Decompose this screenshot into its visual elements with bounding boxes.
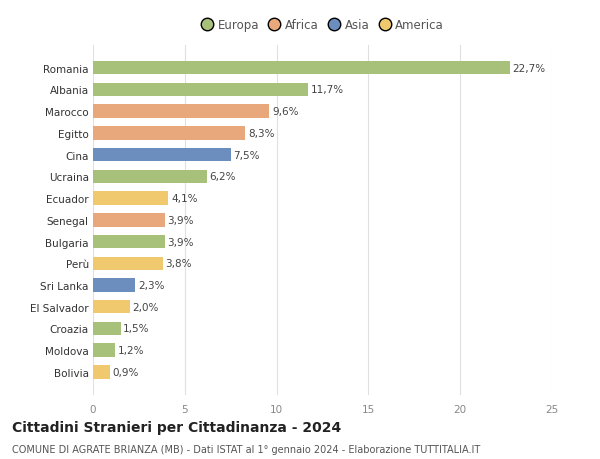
Bar: [93, 84, 308, 97]
Text: 8,3%: 8,3%: [248, 129, 275, 139]
Bar: [93, 235, 164, 249]
Text: 1,5%: 1,5%: [123, 324, 150, 334]
Bar: [93, 149, 230, 162]
Text: 0,9%: 0,9%: [112, 367, 139, 377]
Text: 11,7%: 11,7%: [311, 85, 344, 95]
Bar: [93, 192, 168, 205]
Text: 2,3%: 2,3%: [138, 280, 164, 291]
Text: 7,5%: 7,5%: [233, 150, 260, 160]
Text: 6,2%: 6,2%: [209, 172, 236, 182]
Bar: [93, 322, 121, 336]
Text: 2,0%: 2,0%: [133, 302, 159, 312]
Text: Cittadini Stranieri per Cittadinanza - 2024: Cittadini Stranieri per Cittadinanza - 2…: [12, 420, 341, 434]
Text: 3,9%: 3,9%: [167, 215, 194, 225]
Bar: [93, 127, 245, 140]
Text: 3,9%: 3,9%: [167, 237, 194, 247]
Bar: [93, 105, 269, 118]
Text: 3,8%: 3,8%: [166, 259, 192, 269]
Bar: [93, 213, 164, 227]
Text: 1,2%: 1,2%: [118, 346, 144, 355]
Bar: [93, 257, 163, 270]
Bar: [93, 279, 135, 292]
Bar: [93, 170, 207, 184]
Legend: Europa, Africa, Asia, America: Europa, Africa, Asia, America: [199, 17, 446, 34]
Text: COMUNE DI AGRATE BRIANZA (MB) - Dati ISTAT al 1° gennaio 2024 - Elaborazione TUT: COMUNE DI AGRATE BRIANZA (MB) - Dati IST…: [12, 444, 480, 454]
Bar: [93, 365, 110, 379]
Text: 4,1%: 4,1%: [171, 194, 197, 204]
Bar: [93, 344, 115, 357]
Text: 22,7%: 22,7%: [512, 63, 545, 73]
Bar: [93, 62, 510, 75]
Bar: [93, 300, 130, 314]
Text: 9,6%: 9,6%: [272, 107, 299, 117]
